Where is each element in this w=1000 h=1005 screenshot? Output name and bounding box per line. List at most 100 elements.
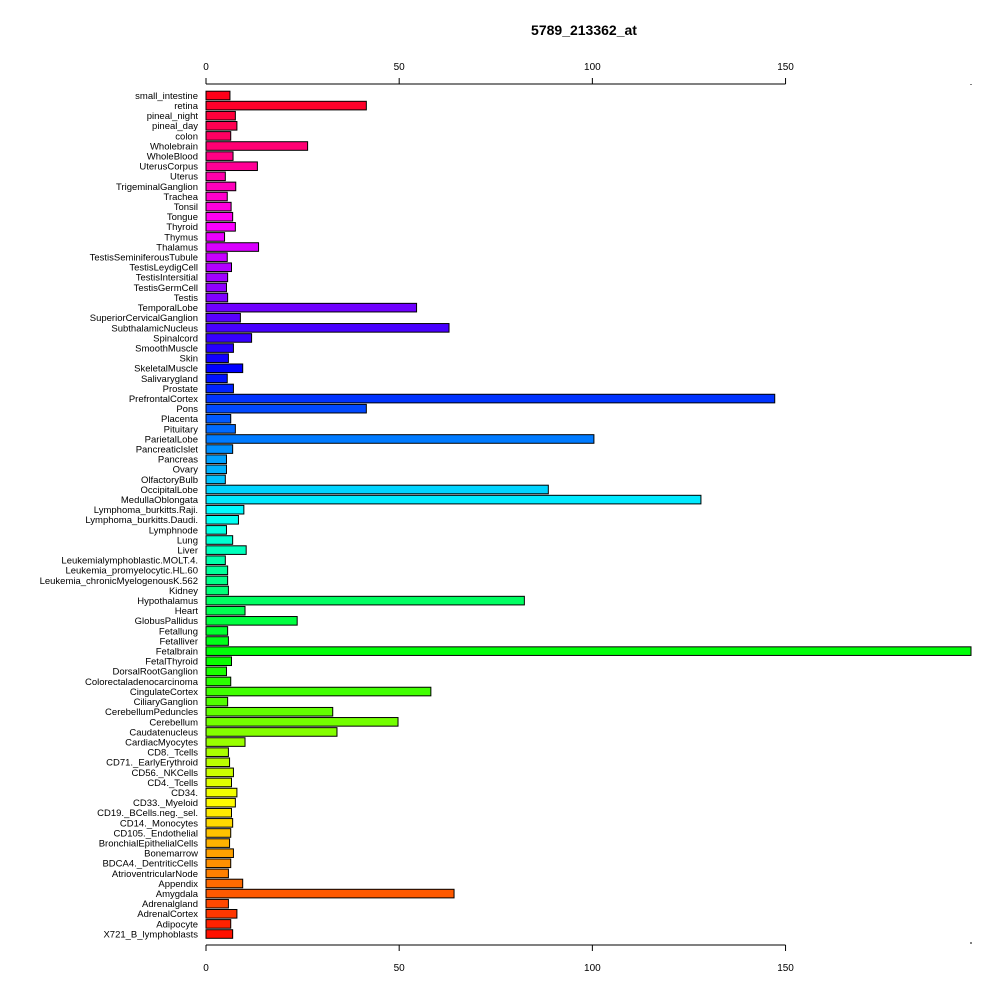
category-label: Tongue (167, 212, 198, 223)
bar (205, 222, 236, 232)
category-label: TemporalLobe (138, 303, 198, 314)
bar (205, 878, 244, 889)
category-label: Fetalbrain (156, 647, 198, 658)
bar (205, 666, 227, 677)
top-axis-tick-label: 0 (203, 62, 209, 73)
bar (205, 656, 232, 667)
bar (205, 818, 234, 828)
bar (205, 272, 229, 283)
category-label: retina (174, 101, 198, 112)
category-label: AdrenalCortex (137, 909, 198, 920)
category-label: Thalamus (156, 242, 198, 253)
category-label: pineal_night (147, 111, 199, 122)
bar (205, 616, 298, 626)
bar (205, 909, 238, 919)
category-label: Amygdala (156, 889, 199, 900)
category-label: GlobusPallidus (135, 616, 199, 627)
bottom-axis-tick-label: 50 (394, 963, 406, 974)
category-label: Salivarygland (141, 374, 198, 385)
category-label: UterusCorpus (139, 162, 198, 173)
bar (205, 929, 234, 939)
bar (205, 464, 227, 475)
category-label: SkeletalMuscle (134, 364, 198, 375)
category-label: OlfactoryBulb (141, 475, 198, 486)
category-label: Adipocyte (156, 919, 198, 930)
bar (205, 727, 338, 737)
top-axis-tick-label: 50 (394, 62, 406, 73)
category-label: PancreaticIslet (136, 444, 199, 455)
category-label: Uterus (170, 172, 198, 183)
category-label: Bonemarrow (144, 849, 198, 860)
category-label: Hypothalamus (137, 596, 198, 607)
bar (205, 373, 228, 384)
category-label: pineal_day (152, 121, 198, 132)
bar (205, 312, 241, 323)
category-label: DorsalRootGanglion (112, 667, 198, 678)
bar (205, 494, 702, 505)
bar (205, 141, 309, 151)
category-label: Liver (177, 546, 198, 557)
bar (205, 242, 260, 252)
bar (205, 363, 244, 374)
bar (205, 565, 229, 576)
bottom-axis-tick-label: 100 (584, 963, 601, 974)
top-axis-tick-label: 150 (777, 62, 794, 73)
category-label: Tonsil (174, 202, 198, 213)
bar (205, 454, 227, 464)
bar (205, 676, 232, 687)
category-label: CardiacMyocytes (125, 737, 198, 748)
bar (205, 777, 232, 788)
category-label: Leukemia_chronicMyelogenousK.562 (40, 576, 198, 587)
top-axis-tick-label: 100 (584, 62, 601, 73)
category-label: TrigeminalGanglion (116, 182, 198, 193)
category-label: Cerebellum (149, 717, 198, 728)
category-label: BDCA4._DentriticCells (102, 859, 198, 870)
category-label: WholeBlood (147, 152, 198, 163)
bar (205, 797, 236, 808)
category-label: Lymphnode (149, 525, 198, 536)
bar (205, 201, 232, 212)
bar (205, 595, 525, 606)
bar (205, 232, 226, 242)
category-label: CerebellumPeduncles (105, 707, 198, 718)
bar (205, 333, 253, 343)
bar (205, 90, 231, 101)
bar (205, 292, 229, 303)
category-label: SuperiorCervicalGanglion (90, 313, 198, 324)
category-label: Leukemialymphoblastic.MOLT.4. (61, 556, 198, 567)
category-label: Spinalcord (153, 333, 198, 344)
category-label: CingulateCortex (130, 687, 198, 698)
category-label: Prostate (163, 384, 198, 395)
bar (205, 848, 234, 858)
category-label: CD8._Tcells (147, 748, 198, 759)
category-label: X721_B_lymphoblasts (103, 929, 198, 940)
bar (205, 535, 234, 545)
category-label: Lung (177, 535, 198, 546)
bar (205, 919, 232, 929)
bar (205, 626, 229, 636)
category-label: BronchialEpithelialCells (99, 838, 199, 849)
bar (205, 706, 334, 717)
category-label: Thymus (164, 232, 198, 243)
category-label: SubthalamicNucleus (111, 323, 198, 334)
bar (205, 605, 246, 616)
category-label: Adrenalgland (142, 899, 198, 910)
bar (205, 121, 238, 131)
bar (205, 403, 367, 414)
bar (205, 424, 236, 434)
category-label: CD4._Tcells (147, 778, 198, 789)
category-label: FetalThyroid (145, 657, 198, 668)
bar (205, 807, 232, 818)
bar (205, 515, 239, 525)
bar (205, 545, 247, 555)
category-label: Pons (176, 404, 198, 415)
category-label: Leukemia_promyelocytic.HL.60 (65, 566, 198, 577)
category-label: AtrioventricularNode (112, 869, 198, 880)
bars-group (205, 90, 972, 939)
bar (205, 838, 231, 848)
bar (205, 181, 237, 192)
bar (205, 858, 232, 869)
category-label: PrefrontalCortex (129, 394, 198, 405)
